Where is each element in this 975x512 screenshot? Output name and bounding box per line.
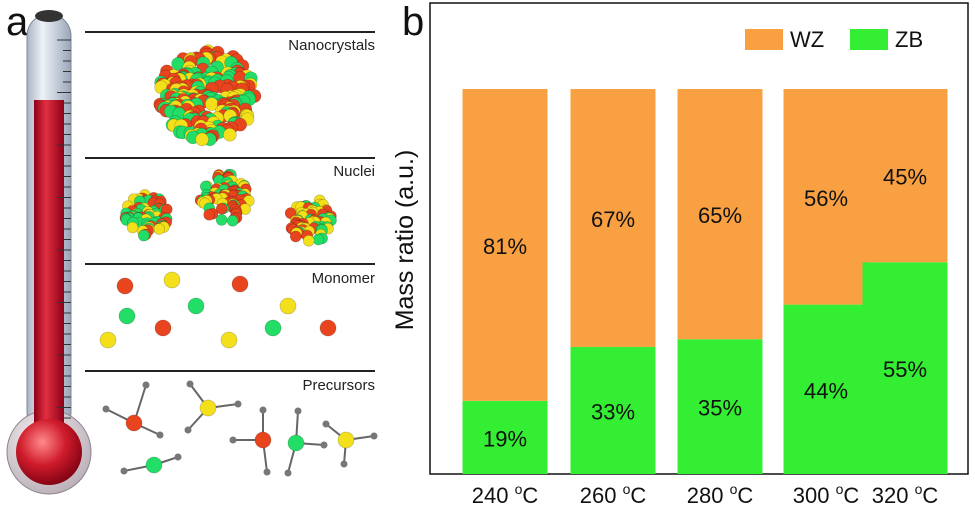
- data-label: 33%: [591, 399, 635, 424]
- data-label: 67%: [591, 207, 635, 232]
- nanocrystal-cluster: [153, 44, 262, 147]
- ligand-atom: [320, 441, 328, 449]
- bar-wz: [677, 89, 763, 340]
- x-tick-label: 320 oC: [872, 481, 939, 508]
- ligand-atom: [184, 426, 192, 434]
- divider-monomer: [85, 263, 375, 265]
- monomer-atom: [118, 307, 136, 325]
- legend-swatch-wz: [745, 29, 783, 50]
- ligand-atom: [174, 453, 182, 461]
- precursor-center: [337, 431, 355, 449]
- atom: [302, 234, 315, 247]
- bar-wz: [862, 89, 948, 263]
- bar-zb: [783, 304, 869, 474]
- ligand-atom: [263, 468, 271, 476]
- atom: [126, 221, 139, 234]
- ligand-atom: [370, 432, 378, 440]
- panel-a-illustration: [6, 10, 378, 495]
- x-tick-label: 240 oC: [472, 481, 539, 508]
- bar-zb: [462, 400, 548, 474]
- monomer-atom: [319, 319, 337, 337]
- monomer-atom: [220, 331, 238, 349]
- legend-label-zb: ZB: [895, 27, 923, 52]
- bar-wz: [783, 89, 869, 305]
- panel-b-label: b: [402, 0, 425, 44]
- atom: [215, 214, 228, 226]
- x-tick-label: 280 oC: [687, 481, 754, 508]
- monomer-atoms: [99, 271, 337, 349]
- data-label: 55%: [883, 357, 927, 382]
- precursor-molecules: [102, 380, 378, 477]
- ligand-atom: [234, 400, 242, 408]
- ligand-atom: [259, 406, 267, 414]
- data-label: 45%: [883, 165, 927, 190]
- ligand-atom: [294, 407, 302, 415]
- bar-zb: [570, 346, 656, 474]
- monomer-atom: [154, 319, 172, 337]
- atom: [203, 208, 215, 221]
- monomer-atom: [187, 297, 205, 315]
- ligand-atom: [120, 467, 128, 475]
- bar-wz: [462, 89, 548, 401]
- monomer-atom: [99, 331, 117, 349]
- nuclei-clusters: [119, 168, 337, 247]
- data-label: 65%: [698, 203, 742, 228]
- divider-precursors: [85, 370, 375, 372]
- ligand-atom: [229, 436, 237, 444]
- ligand-atom: [322, 420, 330, 428]
- ligand-atom: [156, 431, 164, 439]
- precursor-center: [125, 414, 143, 432]
- stage-label-nuclei: Nuclei: [333, 163, 375, 180]
- monomer-atom: [116, 277, 134, 295]
- atom: [226, 214, 239, 227]
- monomer-atom: [264, 319, 282, 337]
- divider-nuclei: [85, 157, 375, 159]
- ligand-atom: [284, 469, 292, 477]
- thermometer-icon: [6, 10, 92, 495]
- stage-label-precursors: Precursors: [302, 377, 375, 394]
- y-axis-label: Mass ratio (a.u.): [391, 150, 419, 331]
- data-label: 35%: [698, 396, 742, 421]
- atom: [137, 229, 150, 242]
- precursor-center: [287, 434, 305, 452]
- atom: [223, 127, 237, 142]
- divider-top: [85, 31, 375, 33]
- bar-zb: [862, 262, 948, 474]
- stage-label-monomer: Monomer: [311, 270, 375, 287]
- monomer-atom: [279, 297, 297, 315]
- data-label: 56%: [804, 186, 848, 211]
- data-label: 44%: [804, 378, 848, 403]
- ligand-atom: [142, 381, 150, 389]
- precursor-center: [199, 399, 217, 417]
- ligand-atom: [186, 380, 194, 388]
- monomer-atom: [231, 275, 249, 293]
- x-tick-label: 300 oC: [793, 481, 860, 508]
- legend-label-wz: WZ: [790, 27, 824, 52]
- bar-zb: [677, 339, 763, 474]
- atom: [289, 230, 302, 243]
- atom: [195, 132, 209, 147]
- data-label: 19%: [483, 426, 527, 451]
- ligand-atom: [102, 405, 110, 413]
- ligand-atom: [340, 460, 348, 468]
- legend: WZ ZB: [745, 27, 923, 52]
- precursor-center: [145, 456, 163, 474]
- legend-swatch-zb: [850, 29, 888, 50]
- stage-label-nanocrystals: Nanocrystals: [288, 37, 375, 54]
- monomer-atom: [163, 271, 181, 289]
- bar-wz: [570, 89, 656, 347]
- panel-a-label: a: [6, 0, 29, 44]
- atom: [215, 202, 228, 215]
- x-tick-label: 260 oC: [580, 481, 647, 508]
- data-label: 81%: [483, 234, 527, 259]
- precursor-center: [254, 431, 272, 449]
